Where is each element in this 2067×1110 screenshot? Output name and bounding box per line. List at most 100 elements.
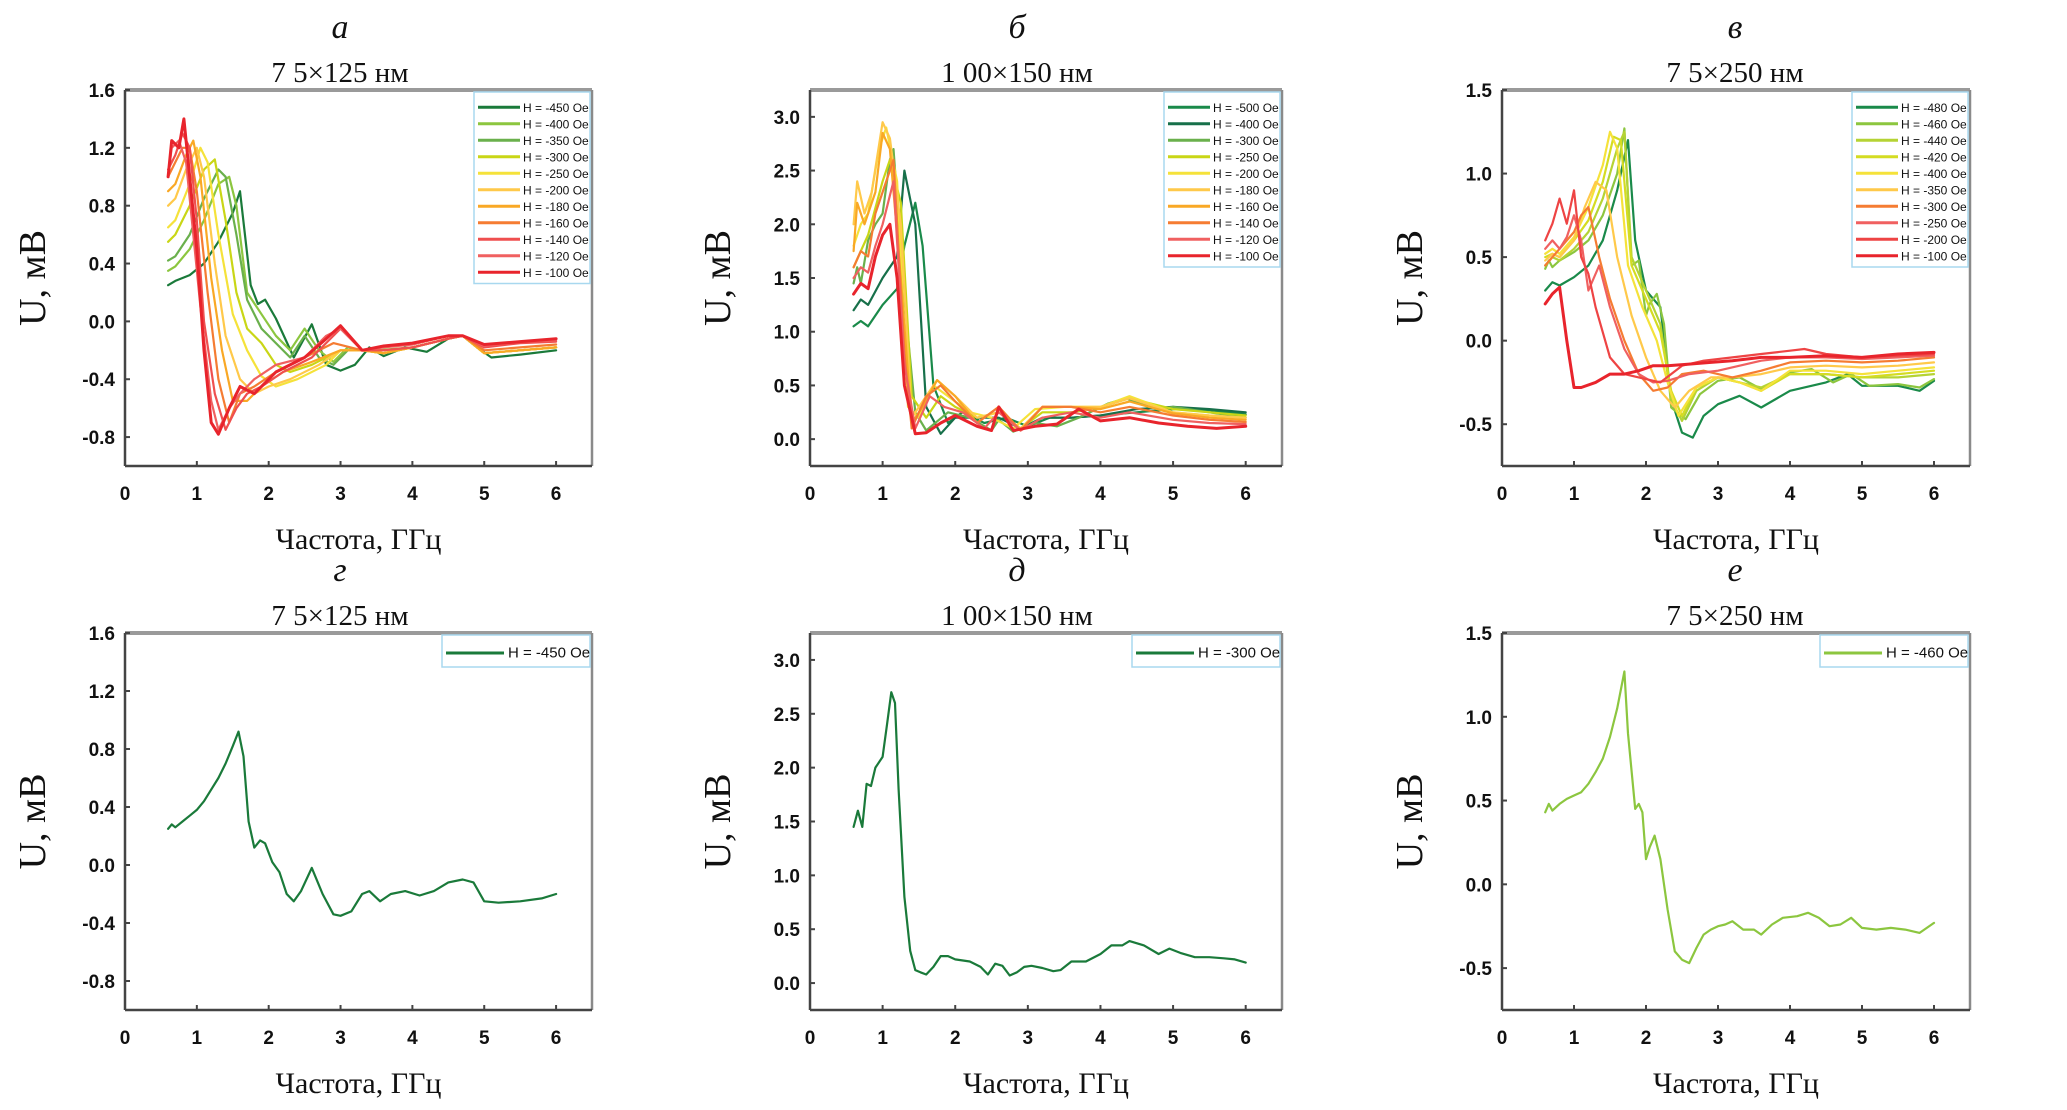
panel-title: 1 00×150 нм (941, 600, 1093, 632)
y-tick-label: 0.0 (89, 312, 115, 333)
legend-label: H = -460 Oe (1886, 645, 1968, 662)
legend-label: H = -140 Oe (523, 233, 589, 247)
x-axis-label: Частота, ГГц (1653, 523, 1819, 556)
legend: H = -480 Oe H = -460 Oe H = -440 Oe H = -42… (1851, 91, 1969, 268)
legend-label: H = -480 Oe (1901, 101, 1967, 115)
legend-item: H = -200 Oe (478, 183, 589, 197)
series-line (1544, 189, 1936, 384)
series-line (1544, 127, 1936, 421)
x-tick-label: 5 (1857, 1028, 1868, 1049)
series-line (852, 131, 1247, 432)
y-tick-label: 0.8 (89, 197, 115, 218)
series-line (166, 117, 558, 436)
legend-label: H = -400 Oe (523, 117, 589, 131)
y-tick-label: 0.8 (89, 740, 115, 761)
y-tick-label: 0.5 (774, 376, 801, 397)
y-tick-label: -0.8 (82, 972, 115, 993)
legend-item: H = -350 Oe (478, 134, 589, 148)
y-axis-label: U, мВ (697, 230, 739, 326)
y-axis-label: U, мВ (1389, 774, 1431, 870)
y-tick-label: -0.8 (82, 428, 115, 449)
x-tick-label: 5 (1857, 484, 1868, 505)
legend-item: H = -460 Oe (1856, 117, 1967, 131)
legend-box (1131, 634, 1281, 668)
legend-label: H = -250 Oe (1901, 216, 1967, 230)
legend-label: H = -180 Oe (523, 200, 589, 214)
legend-item: H = -300 Oe (1168, 134, 1279, 148)
series-line (1544, 135, 1936, 417)
legend-label: H = -140 Oe (1213, 216, 1279, 230)
legend-item: H = -400 Oe (1856, 167, 1967, 181)
panel-title: 7 5×250 нм (1666, 600, 1803, 632)
legend-label: H = -440 Oe (1901, 134, 1967, 148)
legend-label: H = -300 Oe (1901, 200, 1967, 214)
panel-title: 7 5×125 нм (271, 600, 408, 632)
x-tick-label: 3 (335, 484, 346, 505)
legend-item: H = -140 Oe (478, 233, 589, 247)
x-tick-label: 4 (1095, 484, 1106, 505)
x-tick-label: 3 (1713, 1028, 1724, 1049)
x-tick-label: 4 (407, 484, 418, 505)
y-tick-label: 3.0 (774, 108, 800, 129)
x-tick-label: 0 (120, 1028, 131, 1049)
y-tick-label: 1.5 (774, 269, 801, 290)
legend-label: H = -400 Oe (1901, 167, 1967, 181)
legend-item: H = -400 Oe (478, 117, 589, 131)
x-tick-label: 2 (1641, 1028, 1652, 1049)
x-tick-label: 0 (1497, 1028, 1508, 1049)
legend-item: H = -180 Oe (1168, 183, 1279, 197)
panel-letter: в (1728, 9, 1743, 46)
x-tick-label: 1 (192, 484, 203, 505)
legend-item: H = -100 Oe (1168, 249, 1279, 263)
y-tick-label: 1.6 (89, 81, 115, 102)
x-tick-label: 4 (1785, 484, 1796, 505)
x-tick-label: 2 (263, 1028, 274, 1049)
y-tick-label: 0.0 (89, 856, 115, 877)
y-tick-label: 2.0 (774, 759, 800, 780)
legend-label: H = -100 Oe (523, 266, 589, 280)
legend-item: H = -180 Oe (478, 200, 589, 214)
y-tick-label: 3.0 (774, 651, 800, 672)
y-axis-label: U, мВ (1389, 230, 1431, 326)
x-axis-label: Частота, ГГц (963, 1067, 1129, 1100)
legend-box (1819, 634, 1969, 668)
legend-item: H = -350 Oe (1856, 183, 1967, 197)
y-tick-label: 1.0 (1466, 165, 1492, 186)
y-tick-label: -0.5 (1459, 415, 1492, 436)
x-tick-label: 3 (1023, 484, 1034, 505)
x-tick-label: 2 (1641, 484, 1652, 505)
y-axis-label: U, мВ (12, 230, 54, 326)
legend-item: H = -500 Oe (1168, 101, 1279, 115)
x-tick-label: 0 (805, 1028, 816, 1049)
x-tick-label: 4 (407, 1028, 418, 1049)
panel-letter: б (1008, 9, 1027, 46)
legend-label: H = -450 Oe (523, 101, 589, 115)
legend-item: H = -420 Oe (1856, 150, 1967, 164)
x-axis-label: Частота, ГГц (276, 1067, 442, 1100)
panel-letter: г (333, 552, 346, 589)
y-tick-label: 2.0 (774, 215, 800, 236)
legend: H = -300 Oe (1131, 634, 1281, 668)
legend-item: H = -120 Oe (1168, 233, 1279, 247)
x-tick-label: 2 (950, 484, 961, 505)
x-tick-label: 1 (877, 484, 888, 505)
x-axis-label: Частота, ГГц (1653, 1067, 1819, 1100)
legend-item: H = -140 Oe (1168, 216, 1279, 230)
y-tick-label: 0.4 (89, 255, 116, 276)
panel-d: д 1 00×150 нм 0 1 2 3 4 5 6 0.0 0.5 1.0 1.5 2.0 2.5 3.0… (697, 552, 1284, 1100)
y-tick-label: 0.0 (1466, 875, 1492, 896)
legend-item: H = -250 Oe (478, 167, 589, 181)
legend-item: H = -480 Oe (1856, 101, 1967, 115)
x-tick-label: 6 (551, 484, 562, 505)
legend-label: H = -200 Oe (1901, 233, 1967, 247)
legend-item: H = -300 Oe (1856, 200, 1967, 214)
x-tick-label: 5 (479, 1028, 490, 1049)
series-group (1544, 670, 1936, 965)
legend: H = -450 Oe (441, 634, 591, 668)
legend-item: H = -120 Oe (478, 249, 589, 263)
x-tick-label: 6 (1929, 484, 1940, 505)
panel-letter: а (332, 9, 349, 46)
legend-label: H = -120 Oe (523, 249, 589, 263)
legend-label: H = -250 Oe (1213, 150, 1279, 164)
x-tick-label: 0 (805, 484, 816, 505)
